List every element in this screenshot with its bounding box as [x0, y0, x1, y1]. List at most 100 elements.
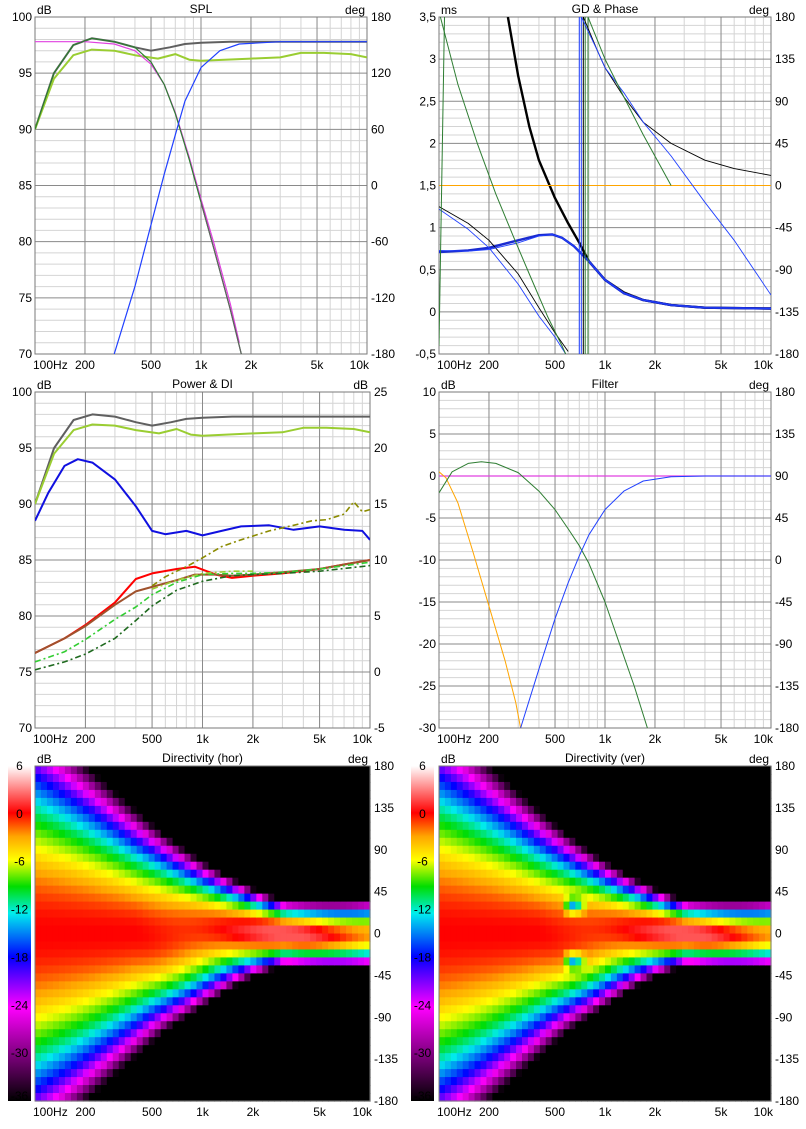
dir_hor-heatmap-cell [173, 822, 180, 831]
dir_ver-heatmap-cell [605, 981, 612, 990]
dir_hor-heatmap-cell [185, 957, 192, 966]
dir_hor-heatmap-cell [125, 766, 132, 775]
dir_hor-heatmap-cell [304, 774, 311, 783]
dir_ver-heatmap-cell [718, 1029, 725, 1038]
dir_hor-heatmap-cell [179, 1005, 186, 1014]
dir_ver-heatmap-cell [463, 870, 470, 879]
dir_ver-heatmap-cell [564, 918, 571, 927]
dir_hor-heatmap-cell [47, 774, 54, 783]
dir_hor-heatmap-cell [304, 1061, 311, 1070]
dir_hor-heatmap-cell [179, 822, 186, 831]
dir_ver-heatmap-cell [575, 941, 582, 950]
dir_hor-heatmap-cell [238, 926, 245, 935]
dir_ver-heatmap-cell [522, 846, 529, 855]
dir_hor-heatmap-cell [310, 854, 317, 863]
dir_ver-heatmap-cell [617, 910, 624, 919]
dir_ver-heatmap-cell [516, 981, 523, 990]
dir_hor-heatmap-cell [191, 1045, 198, 1054]
dir_hor-heatmap-cell [167, 774, 174, 783]
dir_ver-heatmap-cell [469, 878, 476, 887]
dir_hor-heatmap-cell [65, 973, 72, 982]
dir_ver-heatmap-cell [664, 782, 671, 791]
dir_ver-heatmap-cell [558, 902, 565, 911]
dir_ver-heatmap-cell [694, 838, 701, 847]
gd-right-tick: 135 [775, 52, 795, 66]
dir_hor-heatmap-cell [280, 782, 287, 791]
dir_hor-heatmap-cell [35, 989, 42, 998]
dir_ver-heatmap-cell [558, 1069, 565, 1078]
dir_ver-heatmap-cell [463, 774, 470, 783]
dir_hor-heatmap-cell [59, 934, 66, 943]
dir_ver-heatmap-cell [439, 1053, 446, 1062]
dir_ver-heatmap-cell [552, 1021, 559, 1030]
dir_ver-heatmap-cell [451, 902, 458, 911]
dir_hor-heatmap-cell [95, 1013, 102, 1022]
dir_hor-heatmap-cell [244, 806, 251, 815]
dir_hor-heatmap-cell [185, 1061, 192, 1070]
dir_ver-heatmap-cell [558, 782, 565, 791]
dir_ver-heatmap-cell [504, 830, 511, 839]
dir_ver-heatmap-cell [492, 1013, 499, 1022]
dir_ver-heatmap-cell [475, 870, 482, 879]
dir_ver-heatmap-cell [664, 981, 671, 990]
dir_hor-heatmap-cell [334, 910, 341, 919]
dir_hor-heatmap-cell [59, 918, 66, 927]
dir_ver-heatmap-cell [546, 926, 553, 935]
dir_ver-heatmap-cell [534, 862, 541, 871]
dir_ver-heatmap-cell [730, 910, 737, 919]
dir_hor-heatmap-cell [125, 1061, 132, 1070]
dir_hor-heatmap-cell [173, 838, 180, 847]
dir_hor-heatmap-cell [274, 997, 281, 1006]
dir_hor-heatmap-cell [238, 1029, 245, 1038]
dir_ver-heatmap-cell [641, 806, 648, 815]
dir_hor-heatmap-cell [262, 989, 269, 998]
dir_hor-heatmap-cell [137, 941, 144, 950]
dir_hor-heatmap-cell [244, 1093, 251, 1102]
dir_hor-heatmap-cell [143, 1069, 150, 1078]
dir_ver-heatmap-cell [735, 774, 742, 783]
dir_ver-heatmap-cell [469, 1021, 476, 1030]
dir_ver-heatmap-cell [664, 870, 671, 879]
dir_hor-heatmap-cell [322, 846, 329, 855]
power-x-tick: 5k [313, 732, 327, 746]
dir_hor-heatmap-cell [143, 822, 150, 831]
dir_ver-heatmap-cell [611, 957, 618, 966]
dir_hor-heatmap-cell [328, 1045, 335, 1054]
dir_ver-heatmap-cell [469, 798, 476, 807]
dir_hor-heatmap-cell [214, 1053, 221, 1062]
dir_ver-heatmap-cell [641, 1077, 648, 1086]
dir_ver-heatmap-cell [534, 766, 541, 775]
dir_hor-heatmap-cell [95, 886, 102, 895]
dir_hor-heatmap-cell [220, 1085, 227, 1094]
dir_ver-heatmap-cell [629, 973, 636, 982]
gd-x-tick: 500 [545, 358, 565, 372]
dir_hor-heatmap-cell [220, 1029, 227, 1038]
dir_hor-heatmap-cell [244, 886, 251, 895]
dir_ver-heatmap-cell [712, 766, 719, 775]
dir_hor-heatmap-cell [71, 926, 78, 935]
dir_hor-heatmap-cell [191, 1069, 198, 1078]
dir_ver-heatmap-cell [439, 790, 446, 799]
dir_ver-heatmap-cell [469, 989, 476, 998]
gd-left-tick: 1,5 [419, 179, 436, 193]
dir_hor-heatmap-cell [113, 918, 120, 927]
dir_hor-heatmap-cell [244, 910, 251, 919]
dir_hor-heatmap-cell [35, 1037, 42, 1046]
dir_hor-heatmap-cell [131, 1029, 138, 1038]
dir_ver-heatmap-cell [688, 886, 695, 895]
filter-left-tick: 0 [429, 469, 436, 483]
dir_ver-heatmap-cell [486, 878, 493, 887]
dir_hor-heatmap-cell [71, 1005, 78, 1014]
dir_ver-heatmap-cell [670, 926, 677, 935]
dir_hor-heatmap-cell [143, 902, 150, 911]
dir_ver-heatmap-cell [688, 934, 695, 943]
dir_ver-heatmap-cell [552, 981, 559, 990]
dir_ver-heatmap-cell [670, 1061, 677, 1070]
dir_ver-heatmap-cell [510, 973, 517, 982]
dir_ver-heatmap-cell [522, 894, 529, 903]
dir_hor-heatmap-cell [208, 870, 215, 879]
dir_ver-heatmap-cell [735, 941, 742, 950]
dir_hor-heatmap-cell [179, 878, 186, 887]
dir_ver-heatmap-cell [718, 902, 725, 911]
dir_ver-heatmap-cell [629, 830, 636, 839]
